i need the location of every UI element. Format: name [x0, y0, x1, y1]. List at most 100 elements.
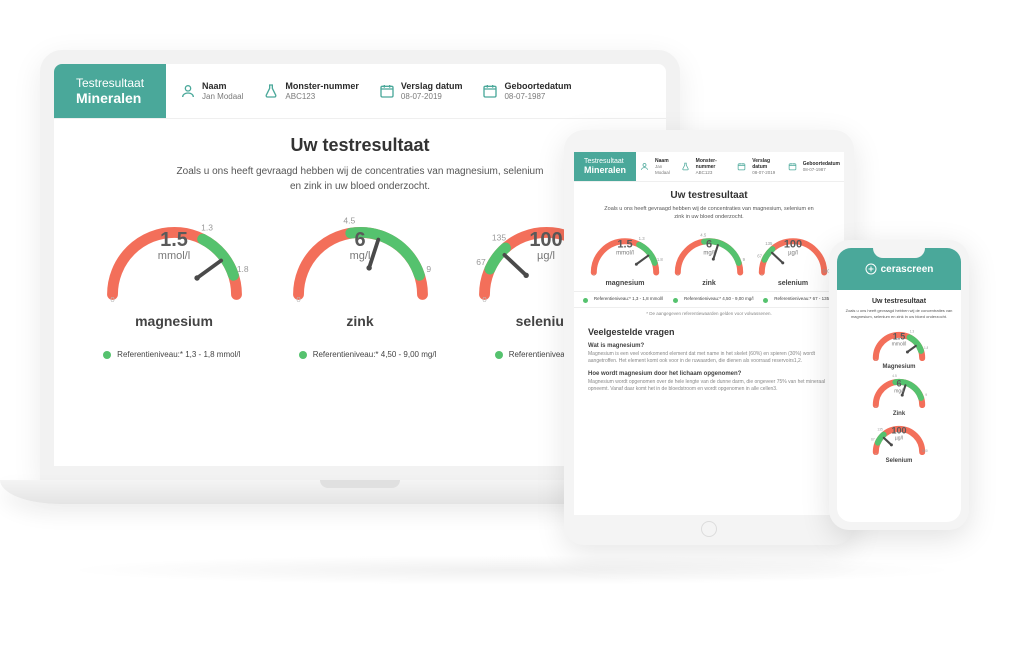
plus-circle-icon [865, 263, 877, 275]
gauge-dial-magnesium: 1.31.801.5mmol/l [586, 228, 664, 276]
meta-value: 08-07-1987 [803, 167, 840, 172]
faq-answer: Magnesium wordt opgenomen over de hele l… [588, 379, 830, 394]
reference-zink: Referentieniveau:* 4,50 - 9,00 mg/l [673, 296, 754, 303]
status-dot-icon [495, 351, 503, 359]
gauge-dial-magnesium: 1.31.801.5mmol/l [870, 325, 928, 361]
reference-text: Referentieniveau:* 1,3 - 1,8 mmol/l [117, 349, 240, 360]
gauge-dial-selenium: 671355000100µg/l [754, 228, 832, 276]
phone-result-title: Uw testresultaat [845, 298, 953, 305]
gauge-name: zink [270, 313, 450, 329]
meta-value: ABC123 [285, 92, 359, 102]
calendar-icon [379, 83, 395, 99]
result-title: Uw testresultaat [84, 135, 636, 156]
meta-item-calendar: Geboortedatum08-07-1987 [788, 161, 840, 172]
tablet-result-title: Uw testresultaat [586, 190, 832, 201]
meta-value: Jan Modaal [655, 164, 675, 175]
gauge-name: magnesium [84, 313, 264, 329]
reference-magnesium: Referentieniveau:* 1,3 - 1,8 mmol/l [583, 296, 663, 303]
calendar-icon [482, 83, 498, 99]
tablet-body: Uw testresultaat Zoals u ons heeft gevra… [574, 182, 844, 291]
tablet-result-subtitle: Zoals u ons heeft gevraagd hebben wij de… [599, 205, 819, 222]
gauges-row: 1.31.801.5mmol/lmagnesium4.5906mg/lzink6… [84, 206, 636, 329]
user-icon [640, 162, 649, 171]
gauge-unit: mg/l [870, 389, 928, 395]
gauge-value: 1.5 [870, 333, 928, 342]
svg-text:0: 0 [761, 272, 763, 276]
status-dot-icon [299, 351, 307, 359]
gauge-zink: 4.5906mg/l Zink [870, 372, 928, 417]
report-badge-line2: Mineralen [76, 90, 144, 106]
gauge-value: 100 [870, 427, 928, 436]
meta-label: Monster-nummer [696, 158, 732, 170]
gauge-magnesium: 1.31.801.5mmol/l magnesium [586, 228, 664, 287]
meta-value: 08-07-2019 [401, 92, 463, 102]
gauge-dial-selenium: 671355000100µg/l [870, 419, 928, 455]
meta-label: Monster-nummer [285, 81, 359, 92]
gauge-unit: µg/l [754, 250, 832, 256]
meta-label: Geboortedatum [504, 81, 571, 92]
gauge-value: 6 [670, 239, 748, 250]
tablet-badge-line1: Testresultaat [584, 158, 626, 165]
tablet-footnote: * De aangegeven referentiewaarden gelden… [574, 308, 844, 319]
gauge-unit: mmol/l [870, 342, 928, 348]
gauge-value: 100 [754, 239, 832, 250]
tablet-badge-line2: Mineralen [584, 165, 626, 175]
gauge-dial-zink: 4.5906mg/l [670, 228, 748, 276]
gauge-name: selenium [754, 280, 832, 287]
reference-text: Referentieniveau:* 1,3 - 1,8 mmol/l [594, 296, 663, 302]
gauge-dial-zink: 4.5906mg/l [870, 372, 928, 408]
report-meta-row: NaamJan Modaal Monster-nummerABC123 Versla… [166, 64, 666, 118]
svg-text:0: 0 [296, 295, 300, 302]
faq-title: Veelgestelde vragen [588, 327, 830, 337]
meta-value: 08-07-2019 [752, 170, 782, 175]
meta-item-user: NaamJan Modaal [180, 81, 243, 101]
gauge-unit: mmol/l [97, 250, 252, 262]
report-title-badge: Testresultaat Mineralen [54, 64, 166, 118]
gauge-name: magnesium [586, 280, 664, 287]
tablet-header: Testresultaat Mineralen NaamJan ModaalMo… [574, 152, 844, 182]
svg-text:1.8: 1.8 [657, 257, 664, 262]
gauge-selenium: 671355000100µg/l Selenium [870, 419, 928, 464]
report-badge-line1: Testresultaat [76, 76, 144, 90]
svg-text:4.5: 4.5 [343, 216, 355, 226]
meta-item-flask: Monster-nummerABC123 [263, 81, 359, 101]
meta-item-calendar: Verslag datum08-07-2019 [737, 158, 782, 175]
gauge-dial-magnesium: 1.31.801.5mmol/l [97, 206, 252, 302]
tablet-home-button[interactable] [701, 521, 717, 537]
svg-text:1.8: 1.8 [236, 264, 248, 274]
svg-text:4.5: 4.5 [892, 374, 897, 378]
status-dot-icon [673, 298, 678, 303]
gauge-name: Selenium [870, 458, 928, 464]
svg-text:500: 500 [922, 449, 928, 453]
status-dot-icon [583, 298, 588, 303]
tablet-meta-row: NaamJan ModaalMonster-nummerABC123Versla… [636, 152, 844, 181]
calendar-icon [788, 162, 797, 171]
gauge-unit: mmol/l [586, 250, 664, 256]
meta-value: 08-07-1987 [504, 92, 571, 102]
calendar-icon [737, 162, 746, 171]
gauge-selenium: 671355000100µg/lselenium [754, 228, 832, 287]
flask-icon [681, 162, 690, 171]
faq-question: Wat is magnesium? [588, 343, 830, 349]
reference-zink: Referentieniveau:* 4,50 - 9,00 mg/l [299, 349, 437, 360]
meta-value: Jan Modaal [202, 92, 243, 102]
tablet-screen: Testresultaat Mineralen NaamJan ModaalMo… [574, 152, 844, 515]
faq-question: Hoe wordt magnesium door het lichaam opg… [588, 371, 830, 377]
meta-label: Verslag datum [401, 81, 463, 92]
gauge-value: 1.5 [97, 230, 252, 250]
gauge-magnesium: 1.31.801.5mmol/l magnesium [84, 206, 264, 329]
flask-icon [263, 83, 279, 99]
tablet-mockup: Testresultaat Mineralen NaamJan ModaalMo… [564, 130, 854, 545]
gauge-value: 1.5 [586, 239, 664, 250]
gauge-value: 6 [870, 380, 928, 389]
gauge-name: Zink [870, 411, 928, 417]
status-dot-icon [763, 298, 768, 303]
phone-notch [873, 248, 925, 258]
gauge-magnesium: 1.31.801.5mmol/lMagnesium [870, 325, 928, 370]
gauge-name: zink [670, 280, 748, 287]
svg-text:0: 0 [482, 295, 486, 302]
report-header: Testresultaat Mineralen NaamJan Modaal Mo… [54, 64, 666, 119]
phone-result-subtitle: Zoals u ons heeft gevraagd hebben wij de… [845, 308, 953, 319]
reference-text: Referentieniveau:* 4,50 - 9,00 mg/l [313, 349, 437, 360]
meta-item-calendar: Geboortedatum08-07-1987 [482, 81, 571, 101]
